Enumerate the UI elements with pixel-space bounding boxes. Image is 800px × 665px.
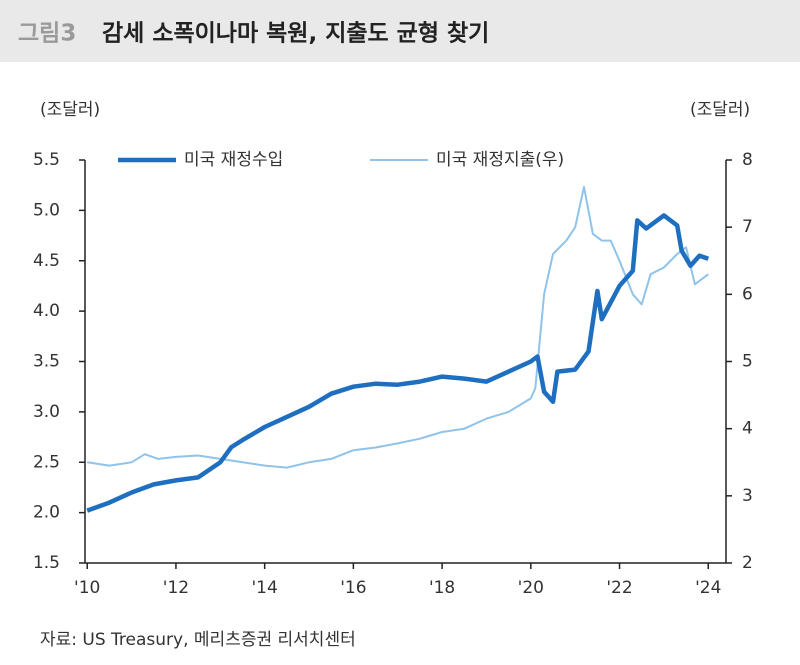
x-tick-label: '22 xyxy=(606,578,632,598)
title-bar xyxy=(0,0,800,62)
y-tick-label: 4.0 xyxy=(33,301,60,321)
x-tick-label: '16 xyxy=(340,578,366,598)
y-tick-label: 2.0 xyxy=(33,503,60,523)
x-tick-label: '24 xyxy=(695,578,721,598)
x-tick-label: '10 xyxy=(74,578,100,598)
y-tick-label: 2.5 xyxy=(33,452,60,472)
x-tick-label: '18 xyxy=(429,578,455,598)
y-tick-label: 1.5 xyxy=(33,553,60,573)
x-tick-label: '12 xyxy=(163,578,189,598)
y2-tick-label: 2 xyxy=(742,553,753,573)
y2-tick-label: 8 xyxy=(742,150,753,170)
figure-label: 그림3 xyxy=(18,21,76,47)
x-tick-label: '14 xyxy=(252,578,278,598)
y2-tick-label: 4 xyxy=(742,419,753,439)
legend-label: 미국 재정지출(우) xyxy=(436,150,564,170)
chart-title: 감세 소폭이나마 복원, 지출도 균형 찾기 xyxy=(102,21,489,47)
legend-label: 미국 재정수입 xyxy=(184,150,283,170)
y-tick-label: 3.0 xyxy=(33,402,60,422)
y-axis-label: (조달러) xyxy=(40,100,100,120)
source: 자료: US Treasury, 메리츠증권 리서치센터 xyxy=(40,630,356,650)
y2-tick-label: 7 xyxy=(742,217,753,237)
x-tick-label: '20 xyxy=(518,578,544,598)
y-tick-label: 5.0 xyxy=(33,200,60,220)
y-tick-label: 3.5 xyxy=(33,352,60,372)
y2-tick-label: 5 xyxy=(742,352,753,372)
series-line xyxy=(86,213,710,513)
y2-tick-label: 6 xyxy=(742,284,753,304)
y-tick-label: 4.5 xyxy=(33,251,60,271)
y2-tick-label: 3 xyxy=(742,486,753,506)
series-line xyxy=(87,185,709,469)
y-tick-label: 5.5 xyxy=(33,150,60,170)
y2-axis-label: (조달러) xyxy=(690,100,750,120)
